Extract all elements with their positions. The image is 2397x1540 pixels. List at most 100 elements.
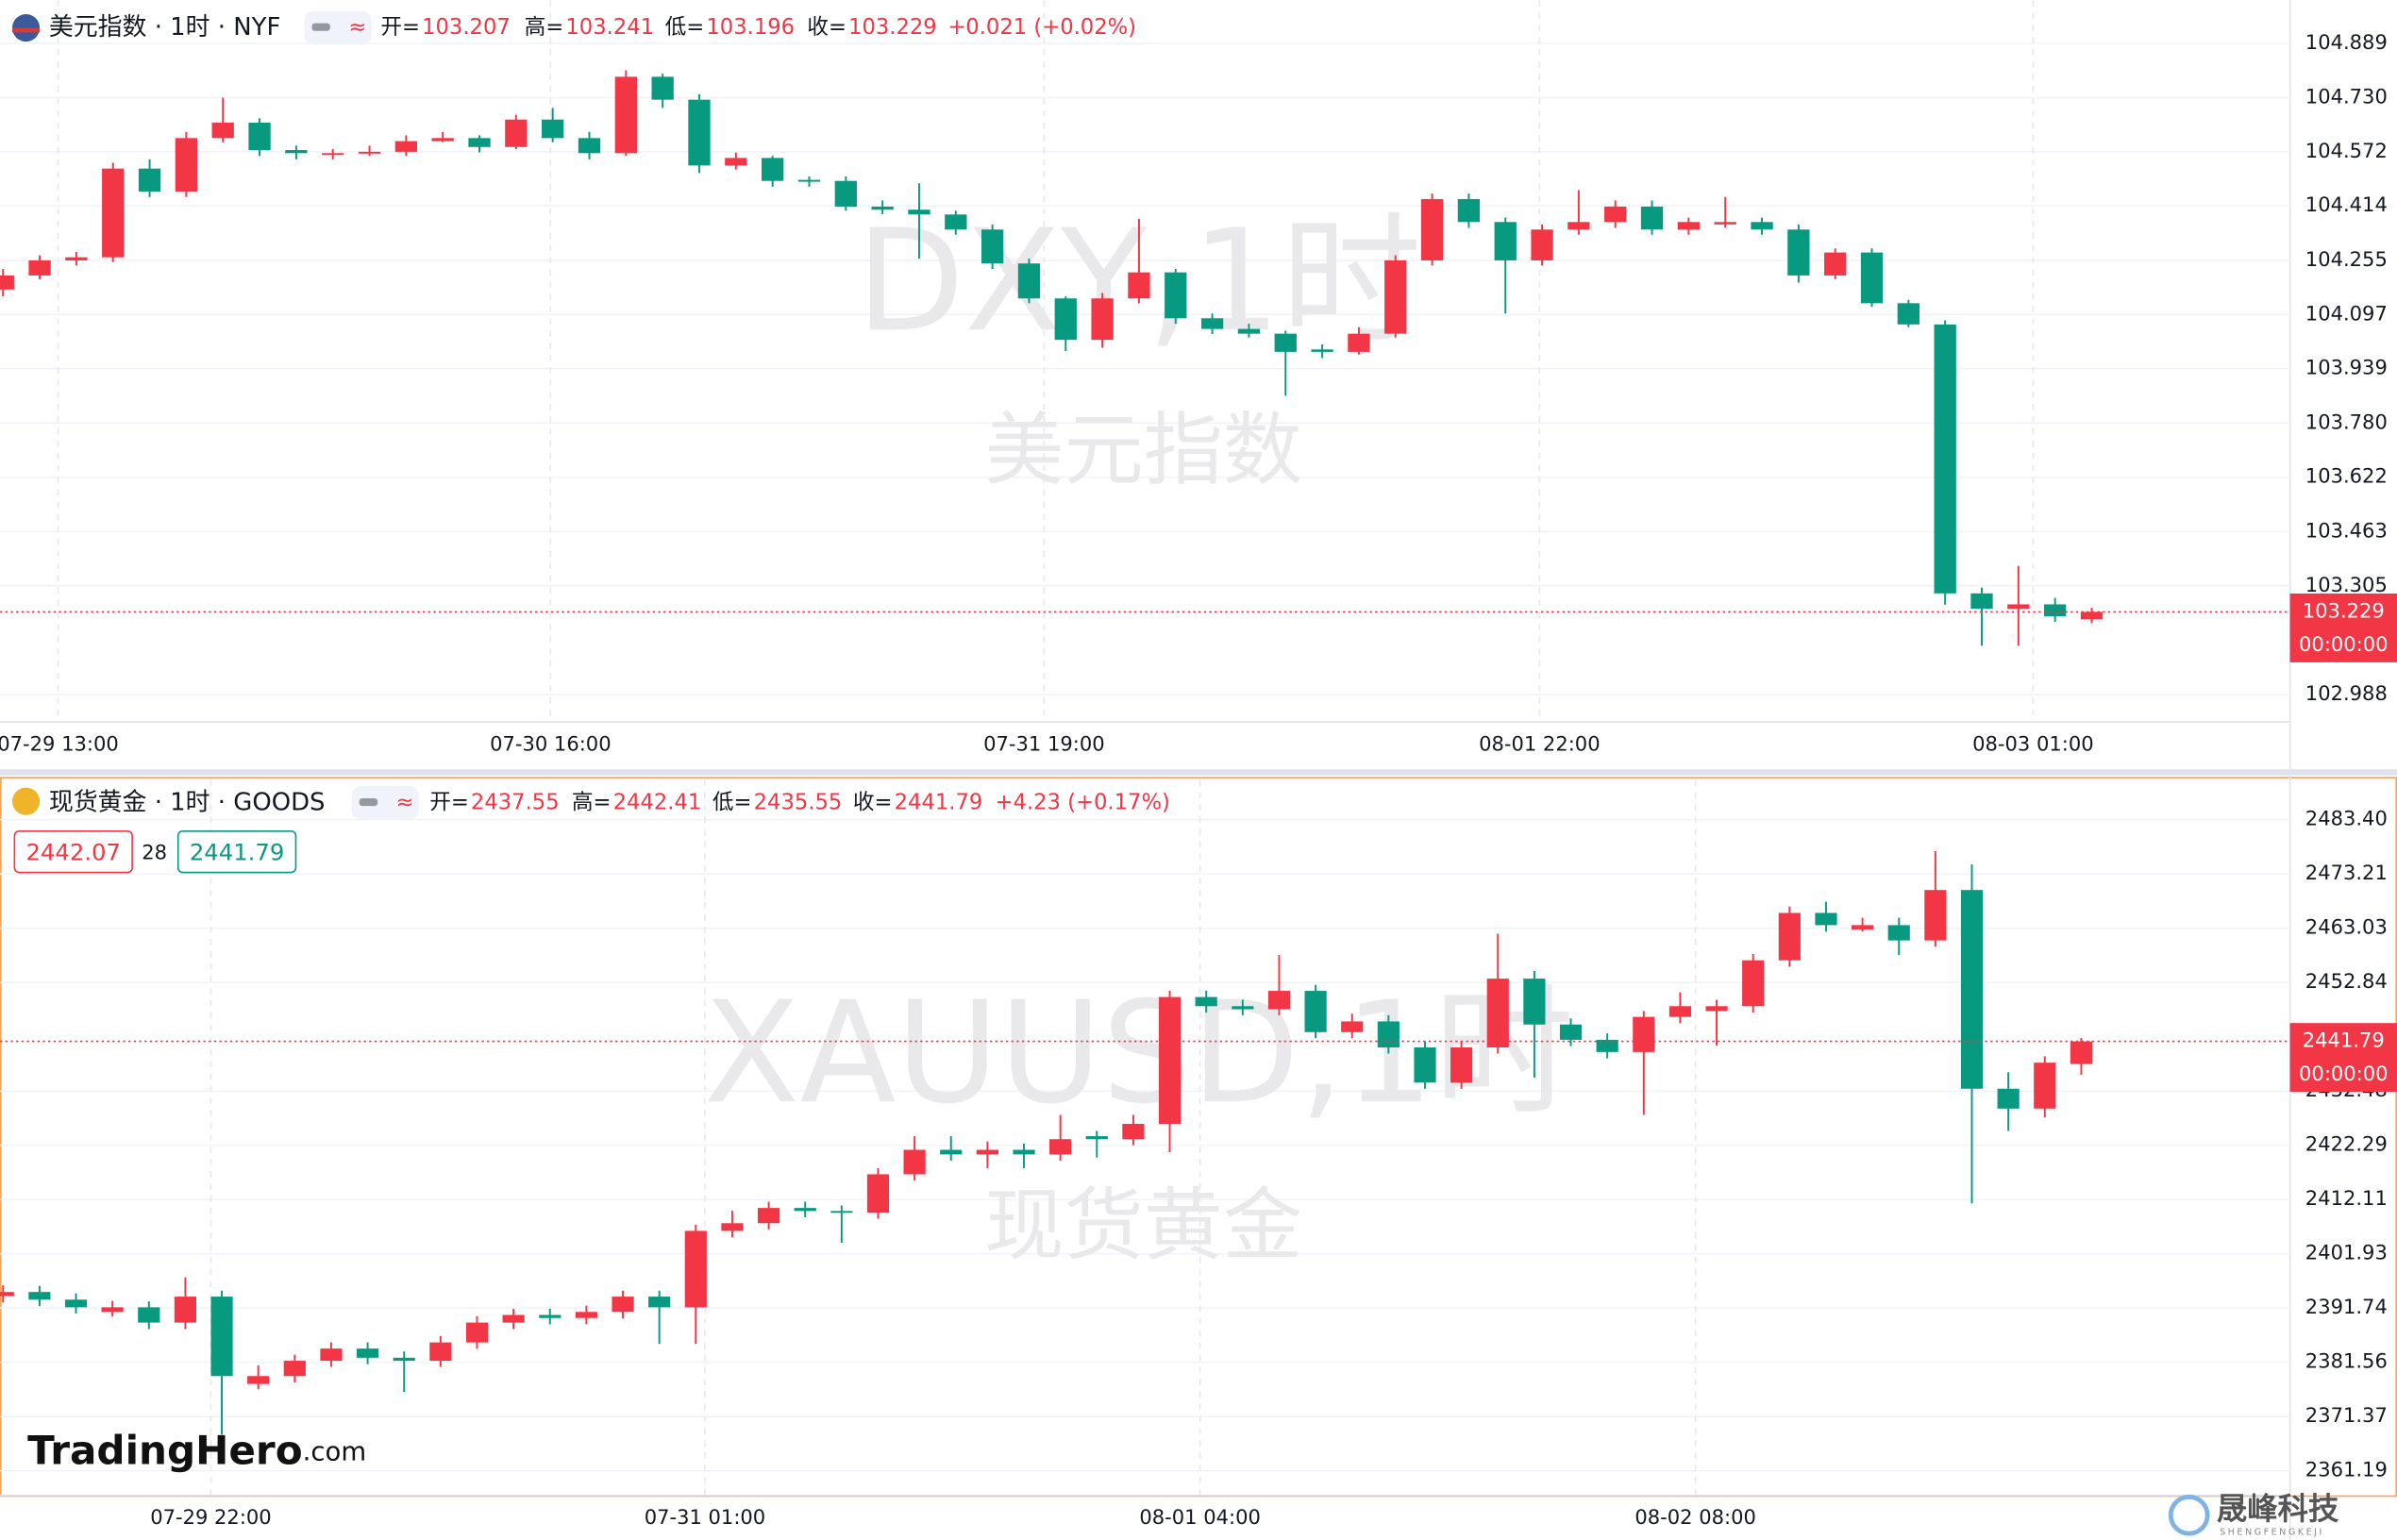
- candle-body: [1596, 1039, 1618, 1052]
- y-tick-label: 2452.84: [2305, 969, 2388, 993]
- price-label: 2441.79: [2303, 1029, 2385, 1052]
- separator[interactable]: [0, 769, 2397, 776]
- candle-body: [320, 1348, 343, 1362]
- ohlc-value: 103.229: [848, 15, 937, 40]
- x-tick-label: 07-31 01:00: [645, 1505, 766, 1529]
- candle-body: [1997, 1088, 2020, 1109]
- candle-body: [248, 122, 271, 151]
- candle-body: [1668, 1006, 1692, 1017]
- y-tick-label: 103.622: [2305, 464, 2388, 488]
- candle-body: [908, 209, 930, 215]
- change: +0.021 (+0.02%): [947, 15, 1136, 40]
- symbol-title[interactable]: 现货黄金 · 1时 · GOODS: [49, 788, 326, 816]
- icon: ≈: [348, 15, 366, 40]
- ohlc-label: 开=: [380, 15, 420, 40]
- candle-body: [2044, 604, 2067, 617]
- ohlc-value: 2442.41: [613, 790, 702, 814]
- candle-body: [1274, 333, 1297, 352]
- candle-body: [1742, 960, 1765, 1007]
- indicator-pill[interactable]: [351, 786, 419, 820]
- candle-body: [976, 1149, 998, 1155]
- ask-price[interactable]: 2441.79: [190, 838, 284, 865]
- candle-body: [575, 1312, 597, 1318]
- x-tick-label: 08-01 04:00: [1139, 1505, 1261, 1529]
- y-tick-label: 104.414: [2305, 192, 2388, 216]
- candle-body: [794, 1208, 816, 1212]
- price-label-bg: [2289, 593, 2397, 662]
- candle-body: [1559, 1024, 1583, 1040]
- watermark: XAUUSD,1时: [703, 972, 1574, 1135]
- candle-body: [285, 150, 308, 154]
- candle-body: [651, 76, 674, 100]
- x-tick-label: 07-31 19:00: [983, 731, 1105, 755]
- candle-body: [797, 179, 821, 182]
- candle-body: [1852, 925, 1874, 929]
- candle-body: [429, 1342, 452, 1362]
- indicator-pill[interactable]: [304, 10, 372, 45]
- price-time: 00:00:00: [2299, 632, 2389, 656]
- candle-body: [1778, 912, 1801, 961]
- candle-body: [1897, 303, 1919, 325]
- candle-body: [1604, 206, 1627, 223]
- candle-body: [1523, 979, 1546, 1025]
- candle-body: [612, 1297, 634, 1313]
- buy-button[interactable]: [176, 829, 297, 874]
- candle-body: [1640, 206, 1664, 230]
- logo-name: TradingHero: [27, 1427, 302, 1473]
- y-tick-label: 104.730: [2305, 84, 2388, 108]
- candle-body: [211, 122, 234, 139]
- ohlc-label: 收=: [853, 790, 893, 814]
- y-tick-label: 103.463: [2305, 518, 2388, 542]
- candle-body: [539, 1314, 562, 1318]
- gold-icon: [11, 787, 41, 815]
- candle-body: [1705, 1006, 1728, 1012]
- y-tick-label: 2361.19: [2305, 1458, 2388, 1481]
- candle-body: [138, 1307, 160, 1323]
- watermark: 现货黄金: [984, 1179, 1302, 1271]
- bid-price[interactable]: 2442.07: [26, 838, 121, 865]
- y-tick-label: 2412.11: [2305, 1186, 2388, 1210]
- ohlc-label: 高=: [572, 790, 612, 814]
- candle-body: [1714, 222, 1736, 225]
- candle-body: [2007, 604, 2030, 610]
- price-label-bg: [2289, 1023, 2397, 1093]
- candle-body: [356, 1348, 379, 1358]
- sell-button[interactable]: [13, 829, 133, 874]
- candle-body: [468, 138, 491, 147]
- ohlc-value: 2441.79: [895, 790, 983, 814]
- y-tick-label: 2381.56: [2305, 1349, 2388, 1373]
- candle-body: [1887, 925, 1910, 941]
- symbol-title[interactable]: 美元指数 · 1时 · NYF: [49, 13, 281, 42]
- candle-body: [1414, 1046, 1436, 1083]
- candle-body: [175, 138, 198, 192]
- candle-body: [1341, 1021, 1364, 1032]
- candle-body: [940, 1149, 963, 1155]
- candle-body: [393, 1357, 415, 1362]
- candle-body: [1158, 996, 1182, 1125]
- watermark: 美元指数: [984, 404, 1302, 496]
- candle-body: [761, 158, 784, 181]
- candle-body: [1122, 1124, 1145, 1140]
- candle-body: [1751, 222, 1773, 230]
- candle-body: [1128, 272, 1150, 299]
- candle-body: [614, 76, 637, 154]
- candle-body: [830, 1211, 853, 1214]
- candle-body: [0, 1292, 14, 1297]
- y-tick-label: 2463.03: [2305, 915, 2388, 939]
- y-tick-label: 2401.93: [2305, 1241, 2388, 1264]
- candle-body: [0, 275, 14, 290]
- flag-stripe: [11, 27, 41, 33]
- ohlc-value: 103.207: [422, 15, 511, 40]
- candle-body: [1049, 1139, 1072, 1155]
- brand-sub: SHENGFENGKEJI: [2220, 1528, 2324, 1538]
- candle-body: [102, 168, 125, 258]
- candle-body: [1384, 259, 1407, 334]
- y-tick-label: 2391.74: [2305, 1295, 2388, 1318]
- candle-body: [1677, 222, 1701, 230]
- y-tick-label: 103.780: [2305, 410, 2388, 433]
- candle-body: [431, 138, 454, 142]
- candle-body: [101, 1307, 124, 1313]
- candle-body: [1165, 272, 1187, 319]
- candle-body: [542, 119, 564, 139]
